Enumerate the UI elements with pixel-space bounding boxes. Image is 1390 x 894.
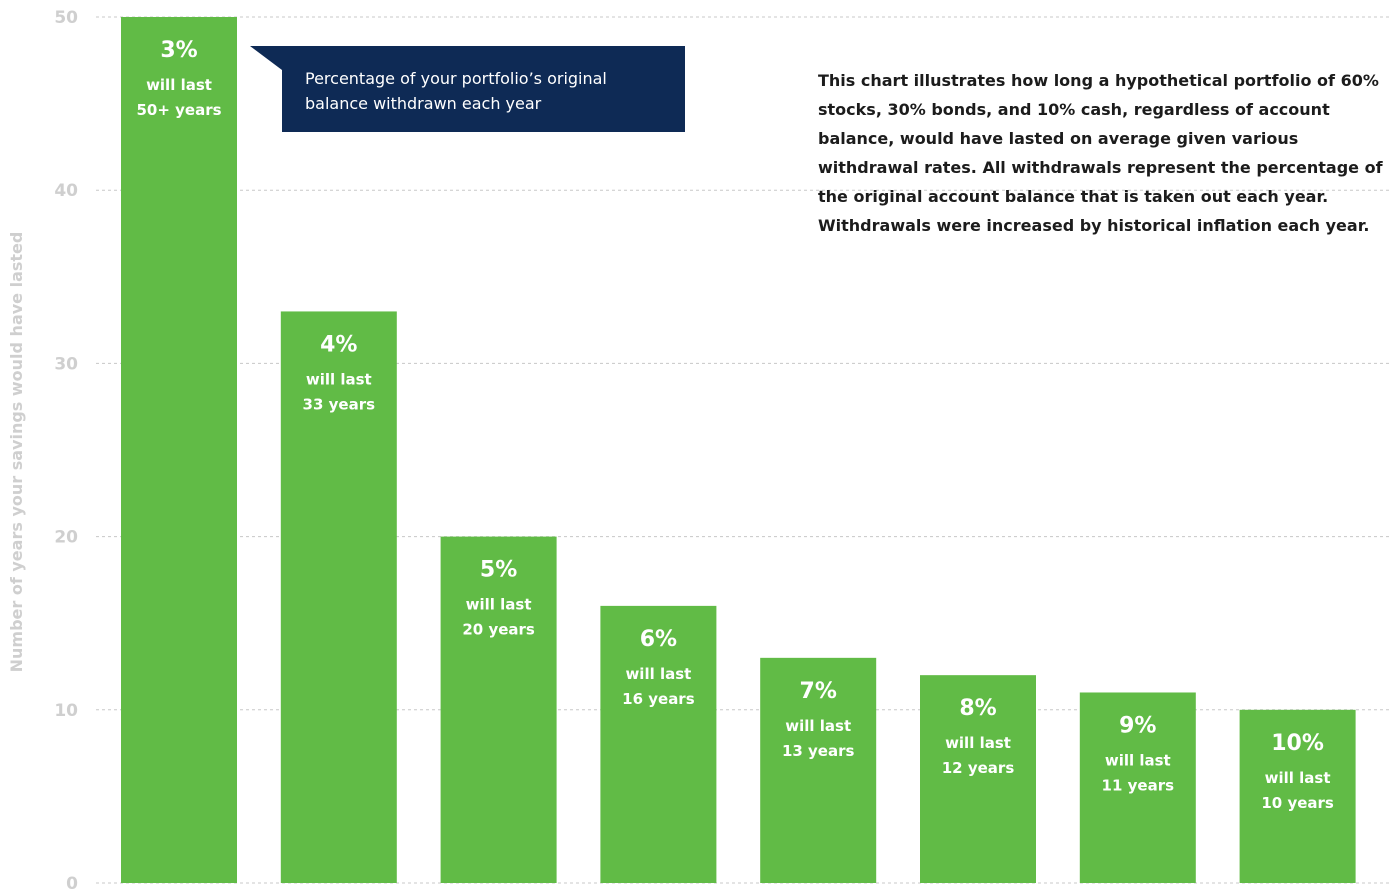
y-tick-label-20: 20: [54, 528, 78, 548]
callout-line-2: balance withdrawn each year: [305, 94, 542, 113]
bar-label-percent: 6%: [640, 627, 677, 652]
y-tick-label-10: 10: [54, 701, 78, 721]
bar-label-will-last: will last: [466, 596, 532, 614]
bar-label-years: 11 years: [1102, 776, 1175, 794]
bar-label-years: 50+ years: [136, 101, 221, 119]
bar-label-will-last: will last: [1105, 751, 1171, 769]
bar-label-will-last: will last: [625, 665, 691, 683]
bar-label-percent: 3%: [160, 38, 197, 63]
bar-label-years: 16 years: [622, 690, 695, 708]
callout-box: Percentage of your portfolio’s original …: [250, 46, 685, 132]
bar-label-years: 33 years: [303, 395, 376, 413]
y-tick-label-50: 50: [54, 8, 78, 28]
bar-label-percent: 8%: [959, 696, 996, 721]
bar-label-percent: 7%: [800, 679, 837, 704]
bar-group-2: 4% will last 33 years: [281, 311, 397, 883]
bar-label-percent: 5%: [480, 558, 517, 583]
bar-label-years: 12 years: [942, 759, 1015, 777]
bar-label-years: 10 years: [1261, 794, 1334, 812]
bar-5%: [441, 537, 557, 883]
bar-label-will-last: will last: [1265, 769, 1331, 787]
bar-group-3: 5% will last 20 years: [441, 537, 557, 883]
bar-group-6: 8% will last 12 years: [920, 675, 1036, 883]
y-axis-label: Number of years your savings would have …: [7, 232, 26, 673]
bar-label-will-last: will last: [146, 76, 212, 94]
bar-label-will-last: will last: [306, 370, 372, 388]
bar-group-5: 7% will last 13 years: [760, 658, 876, 883]
bar-3%: [121, 17, 237, 883]
bar-group-8: 10% will last 10 years: [1240, 710, 1356, 883]
bar-group-4: 6% will last 16 years: [600, 606, 716, 883]
chart-description-note: This chart illustrates how long a hypoth…: [818, 66, 1390, 240]
bar-group-1: 3% will last 50+ years: [121, 17, 237, 883]
callout-background: [250, 46, 685, 132]
bar-label-percent: 9%: [1119, 713, 1156, 738]
y-tick-label-40: 40: [54, 181, 78, 201]
bar-label-percent: 10%: [1271, 731, 1324, 756]
bar-label-will-last: will last: [945, 734, 1011, 752]
bar-label-years: 20 years: [462, 621, 535, 639]
y-tick-label-0: 0: [66, 874, 78, 894]
y-tick-label-30: 30: [54, 354, 78, 374]
callout-line-1: Percentage of your portfolio’s original: [305, 69, 607, 88]
bar-label-years: 13 years: [782, 742, 855, 760]
bar-label-will-last: will last: [785, 717, 851, 735]
y-axis-ticks: 0 10 20 30 40 50: [54, 8, 78, 894]
bar-label-percent: 4%: [320, 332, 357, 357]
bar-group-7: 9% will last 11 years: [1080, 692, 1196, 883]
